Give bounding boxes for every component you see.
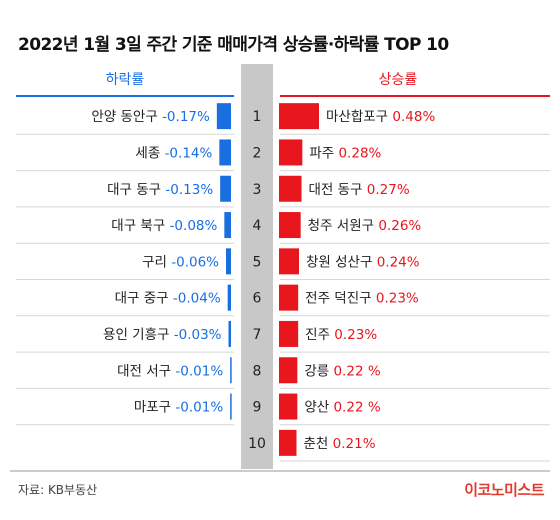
rise-bar <box>279 284 299 311</box>
rank-number: 4 <box>253 218 262 234</box>
fall-bar <box>216 103 231 130</box>
rise-region: 춘천 <box>304 436 333 452</box>
rise-label: 강릉 0.22 % <box>304 363 380 379</box>
rise-label: 진주 0.23% <box>305 327 377 343</box>
fall-label: 안양 동안구 -0.17% <box>91 109 210 125</box>
rise-bar <box>279 212 301 239</box>
rise-label: 양산 0.22 % <box>304 400 380 416</box>
rise-bar <box>279 103 319 130</box>
fall-label: 대구 중구 -0.04% <box>115 291 221 307</box>
rise-bar <box>279 357 298 384</box>
rank-number: 7 <box>253 327 262 343</box>
fall-label: 세종 -0.14% <box>135 145 212 161</box>
rise-bar <box>279 320 299 347</box>
fall-value: -0.03% <box>174 327 222 343</box>
rise-bar <box>279 175 302 202</box>
rank-number: 6 <box>253 291 262 307</box>
fall-bar <box>230 393 232 420</box>
rise-label: 창원 성산구 0.24% <box>306 254 420 270</box>
fall-bar <box>230 357 232 384</box>
fall-label: 대구 북구 -0.08% <box>111 218 217 234</box>
fall-region: 마포구 <box>134 400 176 416</box>
fall-value: -0.13% <box>165 182 213 198</box>
rise-value: 0.21% <box>333 436 376 452</box>
rank-number: 5 <box>253 254 262 270</box>
chart-title: 2022년 1월 3일 주간 기준 매매가격 상승률·하락률 TOP 10 <box>18 35 449 55</box>
rise-value: 0.24% <box>377 254 420 270</box>
rise-region: 강릉 <box>304 363 333 379</box>
fall-bar <box>226 248 231 275</box>
rise-region: 진주 <box>305 327 334 343</box>
publisher-logo: 이코노미스트 <box>464 481 544 499</box>
fall-label: 용인 기흥구 -0.03% <box>103 327 222 343</box>
fall-value: -0.06% <box>171 254 219 270</box>
fall-bar <box>224 212 231 239</box>
rise-label: 춘천 0.21% <box>304 436 376 452</box>
source-note: 자료: KB부동산 <box>18 483 98 497</box>
rise-label: 마산합포구 0.48% <box>326 109 435 125</box>
fall-value: -0.04% <box>173 291 221 307</box>
rise-region: 대전 동구 <box>309 182 367 198</box>
rank-number: 2 <box>253 145 262 161</box>
rise-bar <box>279 248 299 275</box>
rise-region: 청주 서원구 <box>308 218 379 234</box>
rise-bar <box>279 429 297 456</box>
fall-bar <box>228 320 231 347</box>
rise-value: 0.22 % <box>333 363 380 379</box>
rise-bar <box>279 393 298 420</box>
fall-label: 구리 -0.06% <box>142 254 219 270</box>
fall-region: 용인 기흥구 <box>103 327 174 343</box>
rise-region: 마산합포구 <box>326 109 392 125</box>
fall-value: -0.17% <box>162 109 210 125</box>
rise-region: 양산 <box>304 400 333 416</box>
rise-value: 0.22 % <box>333 400 380 416</box>
rise-region: 파주 <box>309 145 338 161</box>
rise-value: 0.26% <box>378 218 421 234</box>
fall-region: 대구 북구 <box>111 218 169 234</box>
fall-region: 대구 동구 <box>107 182 165 198</box>
fall-region: 대전 서구 <box>117 363 175 379</box>
fall-label: 대전 서구 -0.01% <box>117 363 223 379</box>
rise-label: 전주 덕진구 0.23% <box>305 291 419 307</box>
fall-bar <box>220 175 231 202</box>
fall-region: 대구 중구 <box>115 291 173 307</box>
rise-value: 0.27% <box>367 182 410 198</box>
fall-value: -0.01% <box>175 363 223 379</box>
fall-label: 대구 동구 -0.13% <box>107 182 213 198</box>
rise-bar <box>279 139 303 166</box>
rank-number: 8 <box>253 363 262 379</box>
rise-label: 파주 0.28% <box>309 145 381 161</box>
rise-value: 0.23% <box>376 291 419 307</box>
rank-number: 10 <box>248 436 266 452</box>
fall-region: 구리 <box>142 254 171 270</box>
rank-number: 1 <box>253 109 262 125</box>
rank-column <box>241 64 273 469</box>
rise-label: 청주 서원구 0.26% <box>308 218 422 234</box>
fall-header: 하락률 <box>106 72 145 88</box>
fall-value: -0.14% <box>165 145 213 161</box>
fall-label: 마포구 -0.01% <box>134 400 223 416</box>
rise-value: 0.23% <box>334 327 377 343</box>
fall-bar <box>227 284 231 311</box>
fall-region: 세종 <box>135 145 164 161</box>
rise-value: 0.28% <box>338 145 381 161</box>
rise-region: 전주 덕진구 <box>305 291 376 307</box>
fall-value: -0.08% <box>170 218 218 234</box>
fall-region: 안양 동안구 <box>91 109 162 125</box>
fall-value: -0.01% <box>175 400 223 416</box>
rank-number: 3 <box>253 182 262 198</box>
rank-number: 9 <box>253 400 262 416</box>
rise-region: 창원 성산구 <box>306 254 377 270</box>
rise-label: 대전 동구 0.27% <box>309 182 410 198</box>
rise-header: 상승률 <box>379 72 418 88</box>
fall-bar <box>219 139 231 166</box>
rise-value: 0.48% <box>392 109 435 125</box>
